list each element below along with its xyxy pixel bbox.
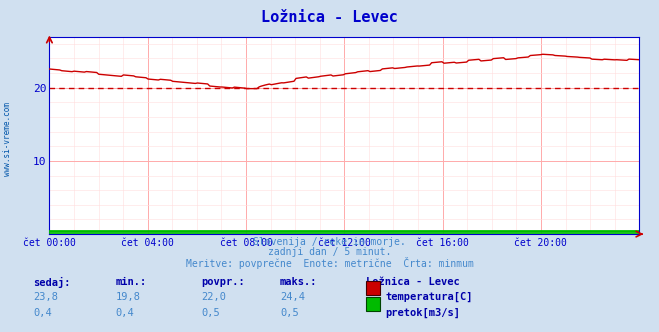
Text: min.:: min.:: [115, 277, 146, 287]
Text: 0,5: 0,5: [280, 308, 299, 318]
Text: pretok[m3/s]: pretok[m3/s]: [386, 308, 461, 318]
Text: www.si-vreme.com: www.si-vreme.com: [3, 103, 13, 176]
Text: Meritve: povprečne  Enote: metrične  Črta: minmum: Meritve: povprečne Enote: metrične Črta:…: [186, 257, 473, 269]
Text: maks.:: maks.:: [280, 277, 318, 287]
Text: temperatura[C]: temperatura[C]: [386, 292, 473, 302]
Text: sedaj:: sedaj:: [33, 277, 71, 288]
Text: 0,5: 0,5: [201, 308, 219, 318]
Text: Ložnica - Levec: Ložnica - Levec: [366, 277, 459, 287]
Text: Slovenija / reke in morje.: Slovenija / reke in morje.: [253, 237, 406, 247]
Text: 0,4: 0,4: [115, 308, 134, 318]
Text: povpr.:: povpr.:: [201, 277, 244, 287]
Text: Ložnica - Levec: Ložnica - Levec: [261, 10, 398, 25]
Text: 24,4: 24,4: [280, 292, 305, 302]
Text: 22,0: 22,0: [201, 292, 226, 302]
Text: 19,8: 19,8: [115, 292, 140, 302]
Text: 23,8: 23,8: [33, 292, 58, 302]
Text: 0,4: 0,4: [33, 308, 51, 318]
Text: zadnji dan / 5 minut.: zadnji dan / 5 minut.: [268, 247, 391, 257]
